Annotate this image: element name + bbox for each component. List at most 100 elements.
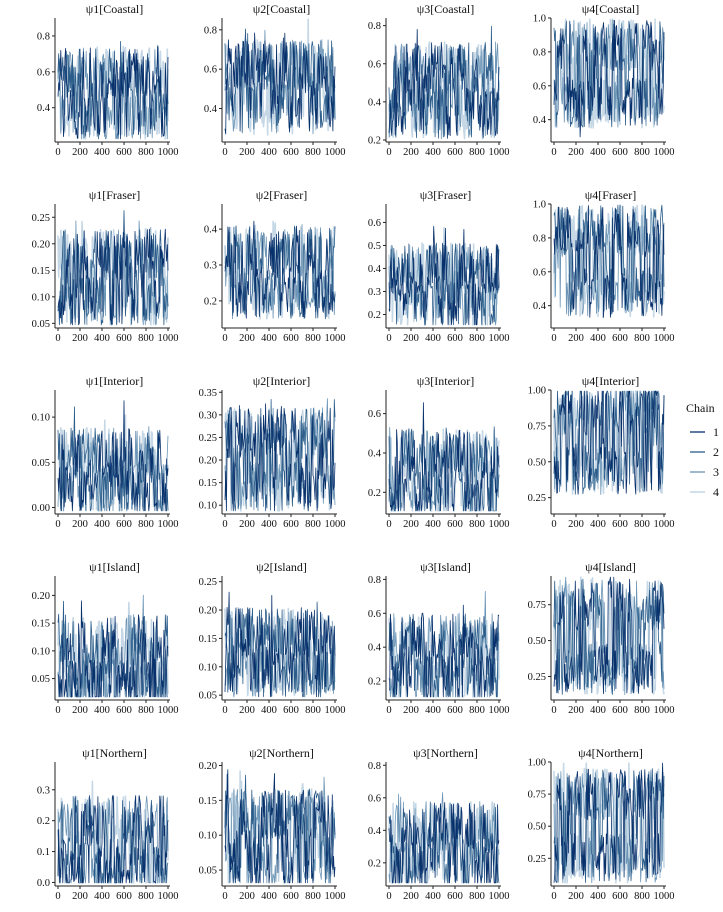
x-tick-label: 800 [305,519,321,530]
trace-chain-1 [57,600,169,698]
y-tick-label: 0.6 [37,67,50,78]
y-tick-label: 0.4 [368,97,382,108]
x-tick-label: 600 [116,333,132,344]
panel-title: ψ2[Interior] [253,374,311,388]
panel-title: ψ1[Northern] [82,746,147,760]
x-tick-label: 200 [239,705,255,716]
x-tick-label: 800 [305,891,321,902]
y-tick-label: 0.2 [204,296,217,307]
y-tick-label: 0.3 [204,261,217,272]
y-tick-label: 0.25 [528,672,546,683]
y-tick-label: 0.6 [204,65,217,76]
x-tick-label: 400 [94,891,110,902]
x-tick-label: 1000 [158,891,179,902]
y-tick-label: 0.20 [199,761,217,772]
x-tick-label: 1000 [654,705,675,716]
panel-title: ψ1[Island] [89,560,140,574]
y-tick-label: 0.15 [199,634,217,645]
x-tick-label: 1000 [654,333,675,344]
x-tick-label: 200 [403,519,419,530]
panel-title: ψ2[Fraser] [256,188,308,202]
x-tick-label: 0 [55,147,60,158]
panel-title: ψ1[Fraser] [89,188,141,202]
x-tick-label: 1000 [325,519,346,530]
y-tick-label: 0.15 [199,796,217,807]
x-tick-label: 400 [425,333,441,344]
x-tick-label: 1000 [158,333,179,344]
panel-title: ψ4[Fraser] [585,188,637,202]
x-tick-label: 800 [469,147,485,158]
x-tick-label: 1000 [654,891,675,902]
x-tick-label: 800 [305,147,321,158]
trace-chain-1 [388,402,500,512]
y-tick-label: 0.8 [368,21,381,32]
panel-title: ψ2[Coastal] [253,2,311,16]
x-tick-label: 0 [55,705,60,716]
y-tick-label: 0.2 [368,858,381,869]
x-tick-label: 400 [261,891,277,902]
x-tick-label: 600 [283,147,299,158]
x-tick-label: 1000 [158,147,179,158]
y-tick-label: 0.15 [32,266,50,277]
y-tick-label: 0.6 [368,218,381,229]
y-tick-label: 0.1 [37,847,50,858]
trace-panel: ψ1[Interior] 0.00 0.05 0.10 0 200 400 600 800 100… [32,374,179,530]
trace-panel: ψ1[Island] 0.05 0.10 0.15 0.20 0 200 400 600 800 1… [32,560,179,716]
trace-chain-1 [553,390,665,495]
panel-title: ψ2[Island] [256,560,307,574]
trace-panel: ψ3[Northern] 0.2 0.4 0.6 0.8 0 200 400 600 800 100… [368,746,510,902]
y-tick-label: 0.6 [368,609,381,620]
trace-panel: ψ4[Island] 0.25 0.50 0.75 0 200 400 600 800 1000 [528,560,675,716]
x-tick-label: 400 [94,147,110,158]
x-tick-label: 200 [239,891,255,902]
x-tick-label: 600 [283,705,299,716]
x-tick-label: 400 [590,705,606,716]
trace-chain-2 [224,601,336,698]
trace-chain-1 [553,205,665,318]
x-tick-label: 600 [447,891,463,902]
y-tick-label: 0.6 [368,409,381,420]
y-tick-label: 0.8 [204,25,217,36]
x-tick-label: 400 [261,519,277,530]
x-tick-label: 200 [239,147,255,158]
x-tick-label: 200 [403,147,419,158]
x-tick-label: 200 [239,333,255,344]
legend: Chain 1 2 3 4 [686,401,719,499]
trace-panel: ψ4[Interior] 0.25 0.50 0.75 1.00 0 200 400 600 80… [528,374,675,530]
y-tick-label: 0.75 [528,790,546,801]
y-tick-label: 0.4 [368,643,382,654]
trace-panel: ψ4[Coastal] 0.4 0.6 0.8 1.0 0 200 400 600 800 1000 [533,2,675,158]
y-tick-label: 0.4 [368,826,382,837]
panel-title: ψ4[Northern] [578,746,643,760]
x-tick-label: 800 [138,147,154,158]
x-tick-label: 200 [239,519,255,530]
x-tick-label: 600 [283,891,299,902]
y-tick-label: 0.2 [368,677,381,688]
y-tick-label: 0.20 [199,456,217,467]
x-tick-label: 400 [261,147,277,158]
trace-panel: ψ2[Coastal] 0.4 0.6 0.8 0 200 400 600 800 1000 [204,2,346,158]
legend-label-chain-2: 2 [713,445,719,459]
trace-chain-1 [224,403,336,512]
trace-chain-1 [553,576,665,695]
x-tick-label: 0 [55,891,60,902]
trace-panel: ψ2[Fraser] 0.2 0.3 0.4 0 200 400 600 800 1000 [204,188,346,344]
y-tick-label: 0.10 [199,662,217,673]
x-tick-label: 200 [403,891,419,902]
y-tick-label: 0.2 [368,310,381,321]
y-tick-label: 0.20 [199,606,217,617]
y-tick-label: 0.2 [37,816,50,827]
x-tick-label: 0 [386,891,391,902]
x-tick-label: 200 [72,519,88,530]
y-tick-label: 0.6 [368,59,381,70]
trace-chain-1 [224,769,336,884]
y-tick-label: 0.75 [528,600,546,611]
x-tick-label: 0 [55,333,60,344]
trace-chain-1 [553,19,665,138]
x-tick-label: 600 [447,519,463,530]
y-tick-label: 0.15 [199,478,217,489]
x-tick-label: 200 [72,705,88,716]
x-tick-label: 0 [551,519,556,530]
trace-chain-2 [388,801,500,884]
